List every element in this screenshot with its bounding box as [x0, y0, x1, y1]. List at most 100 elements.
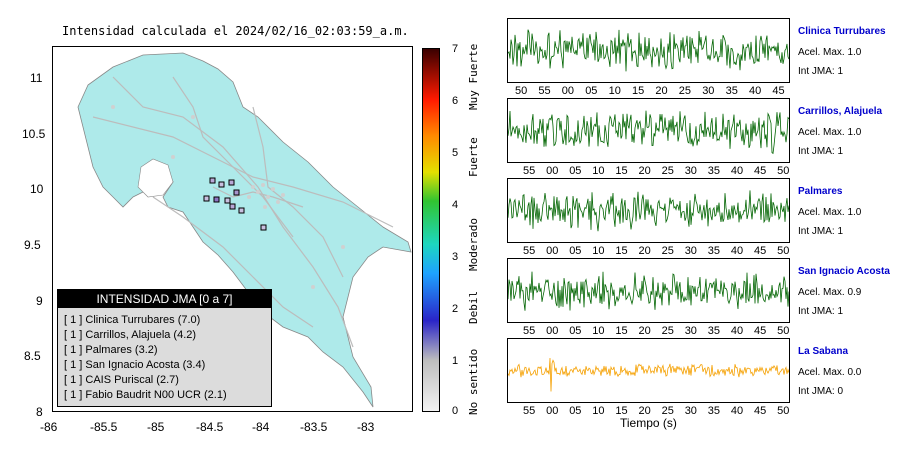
time-tick: 05 [569, 165, 582, 177]
x-tick: -83 [357, 420, 375, 434]
time-tick: 10 [608, 85, 621, 97]
map-title: Intensidad calculada el 2024/02/16_02:03… [62, 24, 409, 38]
time-tick: 20 [638, 325, 651, 337]
time-tick: 15 [615, 325, 628, 337]
time-tick: 50 [777, 245, 790, 257]
intensity-legend: INTENSIDAD JMA [0 a 7] [ 1 ] Clinica Tur… [57, 289, 272, 407]
station-accel: Acel. Max. 0.0 [798, 367, 862, 378]
time-tick: 35 [707, 325, 721, 337]
station-jma: Int JMA: 1 [798, 306, 844, 317]
x-tick: -85.5 [90, 420, 118, 434]
colorbar-label: Debil [467, 290, 480, 324]
time-tick: 40 [730, 405, 744, 417]
time-tick: 45 [772, 85, 785, 97]
time-tick: 55 [523, 405, 536, 417]
station-jma: Int JMA: 0 [798, 386, 844, 397]
x-tick: -85 [147, 420, 165, 434]
legend-row: [ 1 ] Carrillos, Alajuela (4.2) [64, 329, 197, 341]
seismogram-trace [507, 258, 790, 323]
time-tick: 25 [678, 85, 692, 97]
station-name: Clinica Turrubares [798, 26, 886, 37]
legend-heading: INTENSIDAD JMA [0 a 7] [58, 290, 271, 308]
time-tick: 00 [546, 325, 559, 337]
time-tick: 40 [749, 85, 762, 97]
colorbar-tick: 3 [452, 251, 459, 263]
time-tick: 30 [684, 245, 697, 257]
time-tick: 10 [592, 165, 605, 177]
time-tick: 10 [592, 405, 605, 417]
time-tick: 25 [661, 405, 674, 417]
station-accel: Acel. Max. 1.0 [798, 47, 862, 58]
y-tick: 8.5 [24, 349, 41, 363]
time-tick: 40 [730, 165, 744, 177]
colorbar-tick: 5 [452, 147, 459, 159]
station-accel: Acel. Max. 1.0 [798, 127, 862, 138]
y-tick: 8 [36, 405, 43, 419]
time-tick: 55 [538, 85, 551, 97]
legend-row: [ 1 ] CAIS Puriscal (2.7) [64, 374, 179, 386]
time-tick: 35 [707, 245, 721, 257]
time-tick: 35 [725, 85, 738, 97]
colorbar-tick: 4 [452, 199, 459, 211]
colorbar-label: Fuerte [467, 137, 480, 177]
colorbar-tick: 6 [452, 95, 459, 107]
colorbar-tick: 0 [452, 405, 459, 417]
time-tick: 00 [546, 405, 559, 417]
time-tick: 20 [638, 405, 651, 417]
station-jma: Int JMA: 1 [798, 226, 844, 237]
x-tick: -86 [40, 420, 58, 434]
station-jma: Int JMA: 1 [798, 146, 844, 157]
seismogram-trace [507, 338, 790, 403]
time-tick: 05 [569, 405, 582, 417]
time-tick: 15 [615, 165, 628, 177]
time-tick: 25 [661, 165, 674, 177]
time-tick: 45 [754, 245, 767, 257]
seismogram-trace [507, 18, 790, 83]
time-tick: 25 [661, 325, 674, 337]
time-tick: 40 [730, 245, 744, 257]
time-tick: 15 [632, 85, 645, 97]
y-tick: 9.5 [24, 238, 41, 252]
legend-row: [ 1 ] Palmares (3.2) [64, 344, 158, 356]
legend-row: [ 1 ] Clinica Turrubares (7.0) [64, 314, 201, 326]
station-name: Carrillos, Alajuela [798, 106, 883, 117]
time-tick: 00 [546, 245, 559, 257]
time-tick: 55 [523, 325, 536, 337]
intensity-colorbar [422, 48, 440, 412]
colorbar-tick: 1 [452, 355, 459, 367]
time-tick: 05 [569, 325, 582, 337]
x-tick: -84.5 [196, 420, 224, 434]
time-tick: 15 [615, 405, 628, 417]
time-tick: 05 [585, 85, 598, 97]
y-tick: 11 [30, 71, 43, 85]
time-tick: 30 [684, 165, 697, 177]
time-tick: 30 [684, 325, 697, 337]
time-tick: 45 [754, 165, 767, 177]
time-tick: 50 [777, 165, 790, 177]
y-tick: 10.5 [22, 127, 46, 141]
y-tick: 10 [30, 182, 44, 196]
colorbar-tick: 2 [452, 303, 459, 315]
time-tick: 50 [777, 405, 790, 417]
legend-row: [ 1 ] Fabio Baudrit N00 UCR (2.1) [64, 389, 227, 401]
colorbar-label: No sentido [467, 348, 480, 415]
time-tick: 45 [754, 405, 767, 417]
time-tick: 20 [638, 245, 651, 257]
time-axis-label: Tiempo (s) [620, 416, 677, 430]
time-tick: 50 [515, 85, 528, 97]
time-tick: 10 [592, 325, 605, 337]
time-tick: 55 [523, 245, 536, 257]
x-tick: -83.5 [300, 420, 328, 434]
x-tick: -84 [252, 420, 270, 434]
colorbar-label: Muy Fuerte [467, 43, 480, 110]
time-tick: 05 [569, 245, 582, 257]
station-jma: Int JMA: 1 [798, 66, 844, 77]
station-name: Palmares [798, 186, 843, 197]
time-tick: 30 [702, 85, 715, 97]
time-tick: 50 [777, 325, 790, 337]
time-tick: 35 [707, 165, 721, 177]
time-tick: 00 [546, 165, 559, 177]
colorbar-tick: 7 [452, 43, 459, 55]
time-tick: 15 [615, 245, 628, 257]
station-name: San Ignacio Acosta [798, 266, 890, 277]
